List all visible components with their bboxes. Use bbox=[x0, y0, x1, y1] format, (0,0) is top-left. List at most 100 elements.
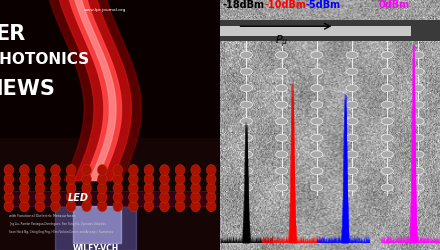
Circle shape bbox=[160, 164, 169, 175]
Bar bbox=[0, 138, 220, 250]
Circle shape bbox=[206, 182, 216, 194]
Circle shape bbox=[97, 182, 107, 194]
Circle shape bbox=[113, 182, 123, 194]
Ellipse shape bbox=[381, 52, 393, 59]
Circle shape bbox=[51, 174, 60, 184]
Ellipse shape bbox=[240, 118, 253, 125]
Ellipse shape bbox=[412, 101, 424, 108]
Circle shape bbox=[191, 182, 201, 194]
Ellipse shape bbox=[240, 52, 253, 59]
Circle shape bbox=[175, 201, 185, 212]
Circle shape bbox=[191, 201, 201, 212]
Ellipse shape bbox=[412, 118, 424, 125]
Circle shape bbox=[128, 174, 138, 184]
Circle shape bbox=[82, 182, 92, 194]
Circle shape bbox=[19, 201, 29, 212]
Ellipse shape bbox=[240, 68, 253, 75]
Circle shape bbox=[66, 182, 76, 194]
Ellipse shape bbox=[240, 101, 253, 108]
Ellipse shape bbox=[346, 84, 358, 91]
Circle shape bbox=[175, 192, 185, 203]
Circle shape bbox=[128, 164, 138, 175]
Text: www.lpr-journal.org: www.lpr-journal.org bbox=[84, 8, 126, 12]
Circle shape bbox=[175, 174, 185, 184]
Ellipse shape bbox=[311, 101, 323, 108]
Text: IEWS: IEWS bbox=[0, 79, 55, 99]
Circle shape bbox=[160, 182, 169, 194]
Circle shape bbox=[35, 182, 45, 194]
Ellipse shape bbox=[381, 118, 393, 125]
Ellipse shape bbox=[346, 151, 358, 158]
Text: LASER: LASER bbox=[2, 22, 47, 36]
Circle shape bbox=[206, 192, 216, 203]
Ellipse shape bbox=[346, 168, 358, 174]
Text: 0dBm: 0dBm bbox=[378, 0, 410, 10]
Text: WILEY-VCH: WILEY-VCH bbox=[73, 244, 119, 250]
Circle shape bbox=[19, 192, 29, 203]
Circle shape bbox=[4, 192, 14, 203]
Circle shape bbox=[66, 201, 76, 212]
Ellipse shape bbox=[346, 101, 358, 108]
Ellipse shape bbox=[240, 151, 253, 158]
Ellipse shape bbox=[275, 184, 288, 191]
Circle shape bbox=[206, 164, 216, 175]
Ellipse shape bbox=[381, 84, 393, 91]
Ellipse shape bbox=[240, 168, 253, 174]
Circle shape bbox=[128, 182, 138, 194]
Ellipse shape bbox=[381, 134, 393, 141]
Circle shape bbox=[66, 192, 76, 203]
Ellipse shape bbox=[311, 184, 323, 191]
Circle shape bbox=[191, 164, 201, 175]
Circle shape bbox=[4, 182, 14, 194]
Ellipse shape bbox=[346, 118, 358, 125]
Circle shape bbox=[128, 192, 138, 203]
Ellipse shape bbox=[275, 84, 288, 91]
Ellipse shape bbox=[275, 151, 288, 158]
Ellipse shape bbox=[346, 134, 358, 141]
Ellipse shape bbox=[311, 84, 323, 91]
Circle shape bbox=[191, 174, 201, 184]
Ellipse shape bbox=[412, 52, 424, 59]
Text: $P_{\mu}$: $P_{\mu}$ bbox=[275, 34, 288, 50]
Circle shape bbox=[160, 174, 169, 184]
Circle shape bbox=[97, 201, 107, 212]
Text: ER: ER bbox=[0, 24, 26, 44]
Ellipse shape bbox=[275, 52, 288, 59]
Bar bbox=[220, 20, 440, 41]
Ellipse shape bbox=[381, 151, 393, 158]
Circle shape bbox=[35, 174, 45, 184]
Ellipse shape bbox=[240, 184, 253, 191]
Circle shape bbox=[51, 201, 60, 212]
Circle shape bbox=[35, 192, 45, 203]
Circle shape bbox=[35, 201, 45, 212]
Circle shape bbox=[35, 164, 45, 175]
Ellipse shape bbox=[346, 52, 358, 59]
Ellipse shape bbox=[311, 118, 323, 125]
Ellipse shape bbox=[381, 101, 393, 108]
Circle shape bbox=[113, 174, 123, 184]
Ellipse shape bbox=[311, 151, 323, 158]
Circle shape bbox=[113, 192, 123, 203]
Ellipse shape bbox=[240, 84, 253, 91]
Circle shape bbox=[191, 192, 201, 203]
Ellipse shape bbox=[311, 68, 323, 75]
Circle shape bbox=[4, 201, 14, 212]
Circle shape bbox=[113, 164, 123, 175]
Bar bbox=[11, 191, 209, 206]
Ellipse shape bbox=[412, 68, 424, 75]
Text: -10dBm: -10dBm bbox=[264, 0, 306, 10]
Circle shape bbox=[51, 182, 60, 194]
Ellipse shape bbox=[346, 184, 358, 191]
Bar bbox=[218, 26, 411, 36]
Circle shape bbox=[19, 182, 29, 194]
Circle shape bbox=[206, 174, 216, 184]
Circle shape bbox=[66, 174, 76, 184]
Circle shape bbox=[144, 192, 154, 203]
Ellipse shape bbox=[311, 52, 323, 59]
Text: Jing Liu, Ramón Paniagua-Domínguez, Son Tung Ha, Vytautas Valuckas,: Jing Liu, Ramón Paniagua-Domínguez, Son … bbox=[9, 222, 106, 226]
Circle shape bbox=[97, 164, 107, 175]
Circle shape bbox=[175, 164, 185, 175]
Circle shape bbox=[51, 164, 60, 175]
Ellipse shape bbox=[240, 134, 253, 141]
Circle shape bbox=[144, 201, 154, 212]
